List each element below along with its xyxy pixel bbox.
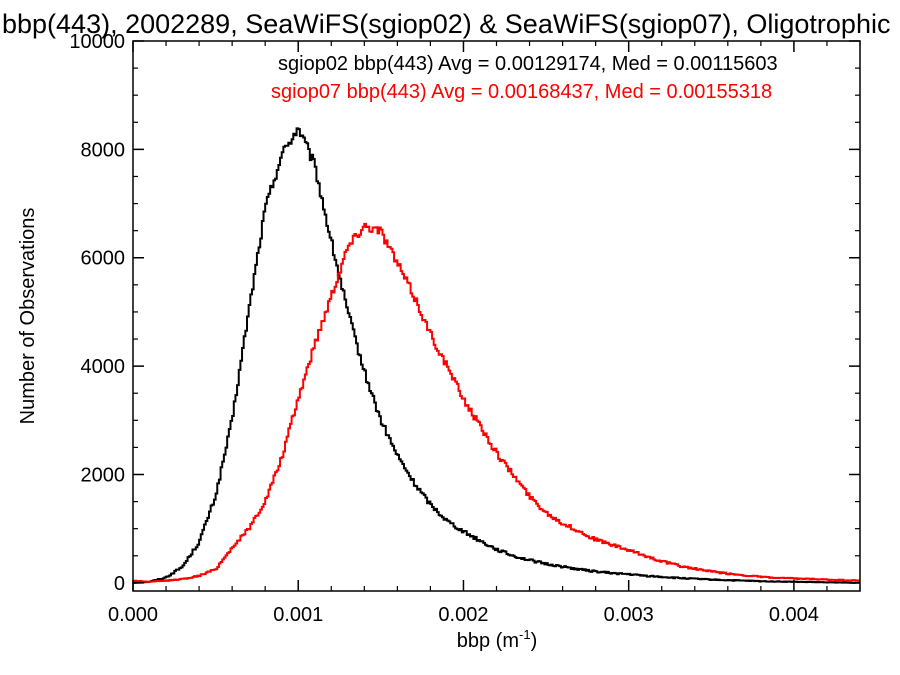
x-tick-label: 0.001 [273, 604, 323, 626]
series-layer [133, 127, 860, 584]
y-tick-label: 0 [114, 573, 125, 595]
y-tick-label: 8000 [81, 139, 126, 161]
y-axis: 0 2000 4000 6000 8000 10000 [69, 31, 860, 595]
legend-entry-sgiop07: sgiop07 bbp(443) Avg = 0.00168437, Med =… [271, 81, 772, 103]
x-tick-label: 0.000 [108, 604, 158, 626]
x-tick-label: 0.004 [769, 604, 819, 626]
y-tick-label: 10000 [69, 31, 125, 53]
y-tick-label: 6000 [81, 248, 126, 270]
x-axis: 0.000 0.001 0.002 0.003 0.004 [108, 41, 861, 626]
y-tick-label: 4000 [81, 356, 126, 378]
y-tick-label: 2000 [81, 464, 126, 486]
series-sgiop02-line [133, 127, 860, 584]
x-tick-label: 0.002 [438, 604, 488, 626]
x-axis-label-superscript: -1 [519, 627, 531, 642]
x-axis-label: bbp (m-1) [457, 627, 537, 652]
series-sgiop07-line [133, 222, 860, 583]
chart-title: bbp(443), 2002289, SeaWiFS(sgiop02) & Se… [2, 9, 890, 39]
x-tick-label: 0.003 [604, 604, 654, 626]
legend-entry-sgiop02: sgiop02 bbp(443) Avg = 0.00129174, Med =… [278, 53, 778, 75]
plot-frame [132, 40, 861, 592]
y-axis-label: Number of Observations [17, 208, 39, 425]
